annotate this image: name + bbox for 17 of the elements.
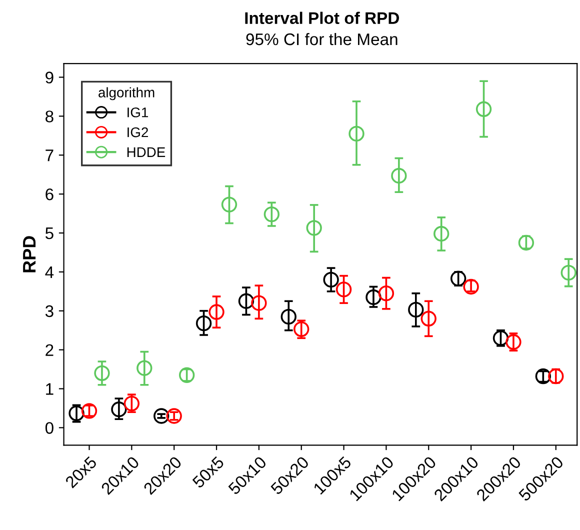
y-tick-label: 3 xyxy=(45,305,54,318)
legend-label: IG1 xyxy=(128,107,148,118)
y-tick-label: 7 xyxy=(46,150,54,162)
legend-label: HDDE xyxy=(127,147,166,157)
y-tick-label: 1 xyxy=(46,383,54,395)
y-tick-label: 0 xyxy=(45,422,54,434)
legend-label: IG2 xyxy=(128,127,148,138)
y-tick-label: 8 xyxy=(46,110,54,122)
legend-title: algorithm xyxy=(98,87,154,100)
y-tick-label: 5 xyxy=(45,228,54,240)
y-tick-label: 9 xyxy=(46,72,54,84)
y-axis-title: RPD xyxy=(23,236,36,272)
y-tick-label: 4 xyxy=(45,266,54,278)
y-tick-label: 6 xyxy=(46,188,54,200)
chart-subtitle: 95% CI for the Mean xyxy=(246,32,398,46)
chart-title: Interval Plot of RPD xyxy=(245,12,399,24)
y-tick-label: 2 xyxy=(46,344,54,356)
